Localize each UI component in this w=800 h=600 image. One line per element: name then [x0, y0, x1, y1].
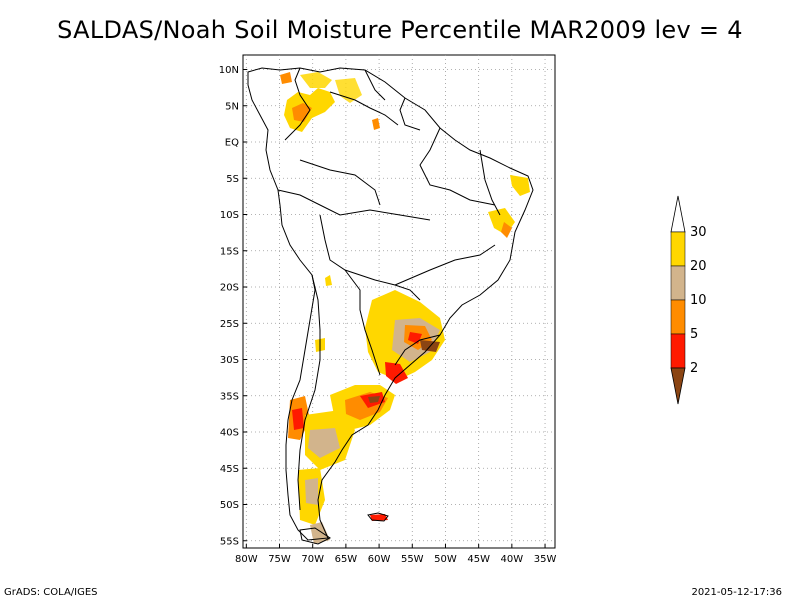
country-border — [399, 97, 421, 131]
color-legend: 2 5 10 20 30 — [670, 195, 707, 405]
shading-patch — [372, 118, 380, 130]
lon-tick-label: 75W — [268, 554, 291, 565]
lat-tick-label: 20S — [220, 283, 239, 294]
country-border — [419, 127, 496, 206]
software-credit: GrADS: COLA/IGES — [4, 587, 98, 598]
shading-patch — [308, 428, 340, 458]
legend-label: 30 — [690, 225, 707, 240]
longitude-tick-labels: 80W 75W 70W 65W 60W 55W 50W 45W 40W 35W — [235, 544, 556, 565]
country-border — [374, 279, 421, 301]
lat-tick-label: 35S — [220, 391, 239, 402]
legend-label: 5 — [690, 327, 698, 342]
lon-tick-label: 55W — [401, 554, 424, 565]
country-border — [297, 274, 321, 511]
shading-patch — [292, 408, 304, 430]
lat-tick-label: 15S — [220, 246, 239, 257]
lon-tick-label: 45W — [467, 554, 490, 565]
lat-tick-label: 50S — [220, 500, 239, 511]
latitude-tick-labels: 10N 5N EQ 5S 10S 15S 20S 25S 30S 35S 40S 45S 50S 55S — [219, 65, 247, 547]
shading-patch — [370, 514, 388, 521]
shading-patch — [325, 275, 332, 286]
country-border — [479, 149, 501, 216]
country-border — [329, 91, 399, 126]
country-border — [277, 189, 431, 221]
country-border — [344, 269, 381, 376]
legend-label: 20 — [690, 259, 707, 274]
country-border — [284, 67, 311, 141]
lat-tick-label: 45S — [220, 464, 239, 475]
legend-top-arrow — [670, 195, 686, 233]
country-border — [364, 69, 386, 101]
shading-patch — [501, 222, 512, 238]
lon-tick-label: 60W — [368, 554, 391, 565]
legend-color-box — [670, 265, 686, 301]
legend-color-box — [670, 299, 686, 335]
timestamp: 2021-05-12-17:36 — [691, 587, 782, 598]
legend-label: 2 — [690, 361, 698, 376]
shading-patch — [510, 175, 530, 196]
shading-patch — [300, 72, 332, 88]
shading-patch — [292, 103, 312, 122]
lat-tick-label: 55S — [220, 536, 239, 547]
lon-tick-label: 35W — [534, 554, 557, 565]
map-title: SALDAS/Noah Soil Moisture Percentile MAR… — [57, 16, 743, 44]
coastlines-and-borders — [247, 67, 534, 545]
legend-color-box — [670, 231, 686, 267]
continent-outline — [247, 67, 534, 541]
lon-tick-label: 40W — [501, 554, 524, 565]
lon-tick-label: 80W — [235, 554, 258, 565]
lat-tick-label: 10S — [220, 210, 239, 221]
lon-tick-label: 65W — [335, 554, 358, 565]
country-border — [319, 214, 376, 281]
country-border — [394, 334, 441, 366]
lat-tick-label: 25S — [220, 319, 239, 330]
lat-tick-label: 5S — [226, 174, 239, 185]
legend-bottom-arrow — [670, 367, 686, 405]
shading-patch — [385, 362, 408, 384]
shading-patch — [305, 478, 318, 505]
country-border — [299, 159, 381, 206]
legend-color-box — [670, 333, 686, 369]
lat-tick-label: 40S — [220, 428, 239, 439]
country-border — [394, 244, 496, 286]
lat-tick-label: 30S — [220, 355, 239, 366]
lat-tick-label: EQ — [225, 138, 239, 149]
lat-tick-label: 5N — [225, 101, 239, 112]
shading-patch — [368, 396, 380, 403]
lon-tick-label: 70W — [301, 554, 324, 565]
shading-patch — [335, 78, 362, 103]
shading-patch — [280, 72, 292, 84]
tierra-del-fuego — [299, 527, 331, 545]
lat-tick-label: 10N — [219, 65, 239, 76]
lon-tick-label: 50W — [434, 554, 457, 565]
falklands — [367, 512, 389, 522]
legend-label: 10 — [690, 293, 707, 308]
